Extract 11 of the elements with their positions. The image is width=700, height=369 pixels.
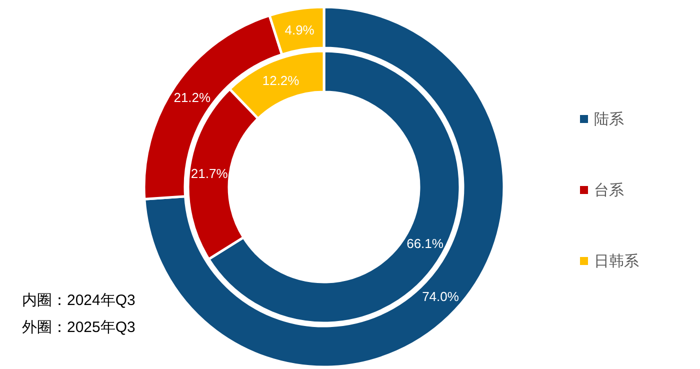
data-label: 21.7% [190,166,228,181]
legend-label: 台系 [594,182,624,199]
data-label: 66.1% [406,236,444,251]
data-label: 4.9% [284,22,315,38]
data-label: 74.0% [422,288,460,304]
data-label: 12.2% [262,72,300,88]
text: 内圈：2024年Q3 [22,292,136,309]
legend-label: 陆系 [594,111,624,128]
data-label: 21.2% [174,90,212,106]
legend-label: 日韩系 [594,253,639,270]
text: 外圈：2025年Q3 [22,319,136,336]
